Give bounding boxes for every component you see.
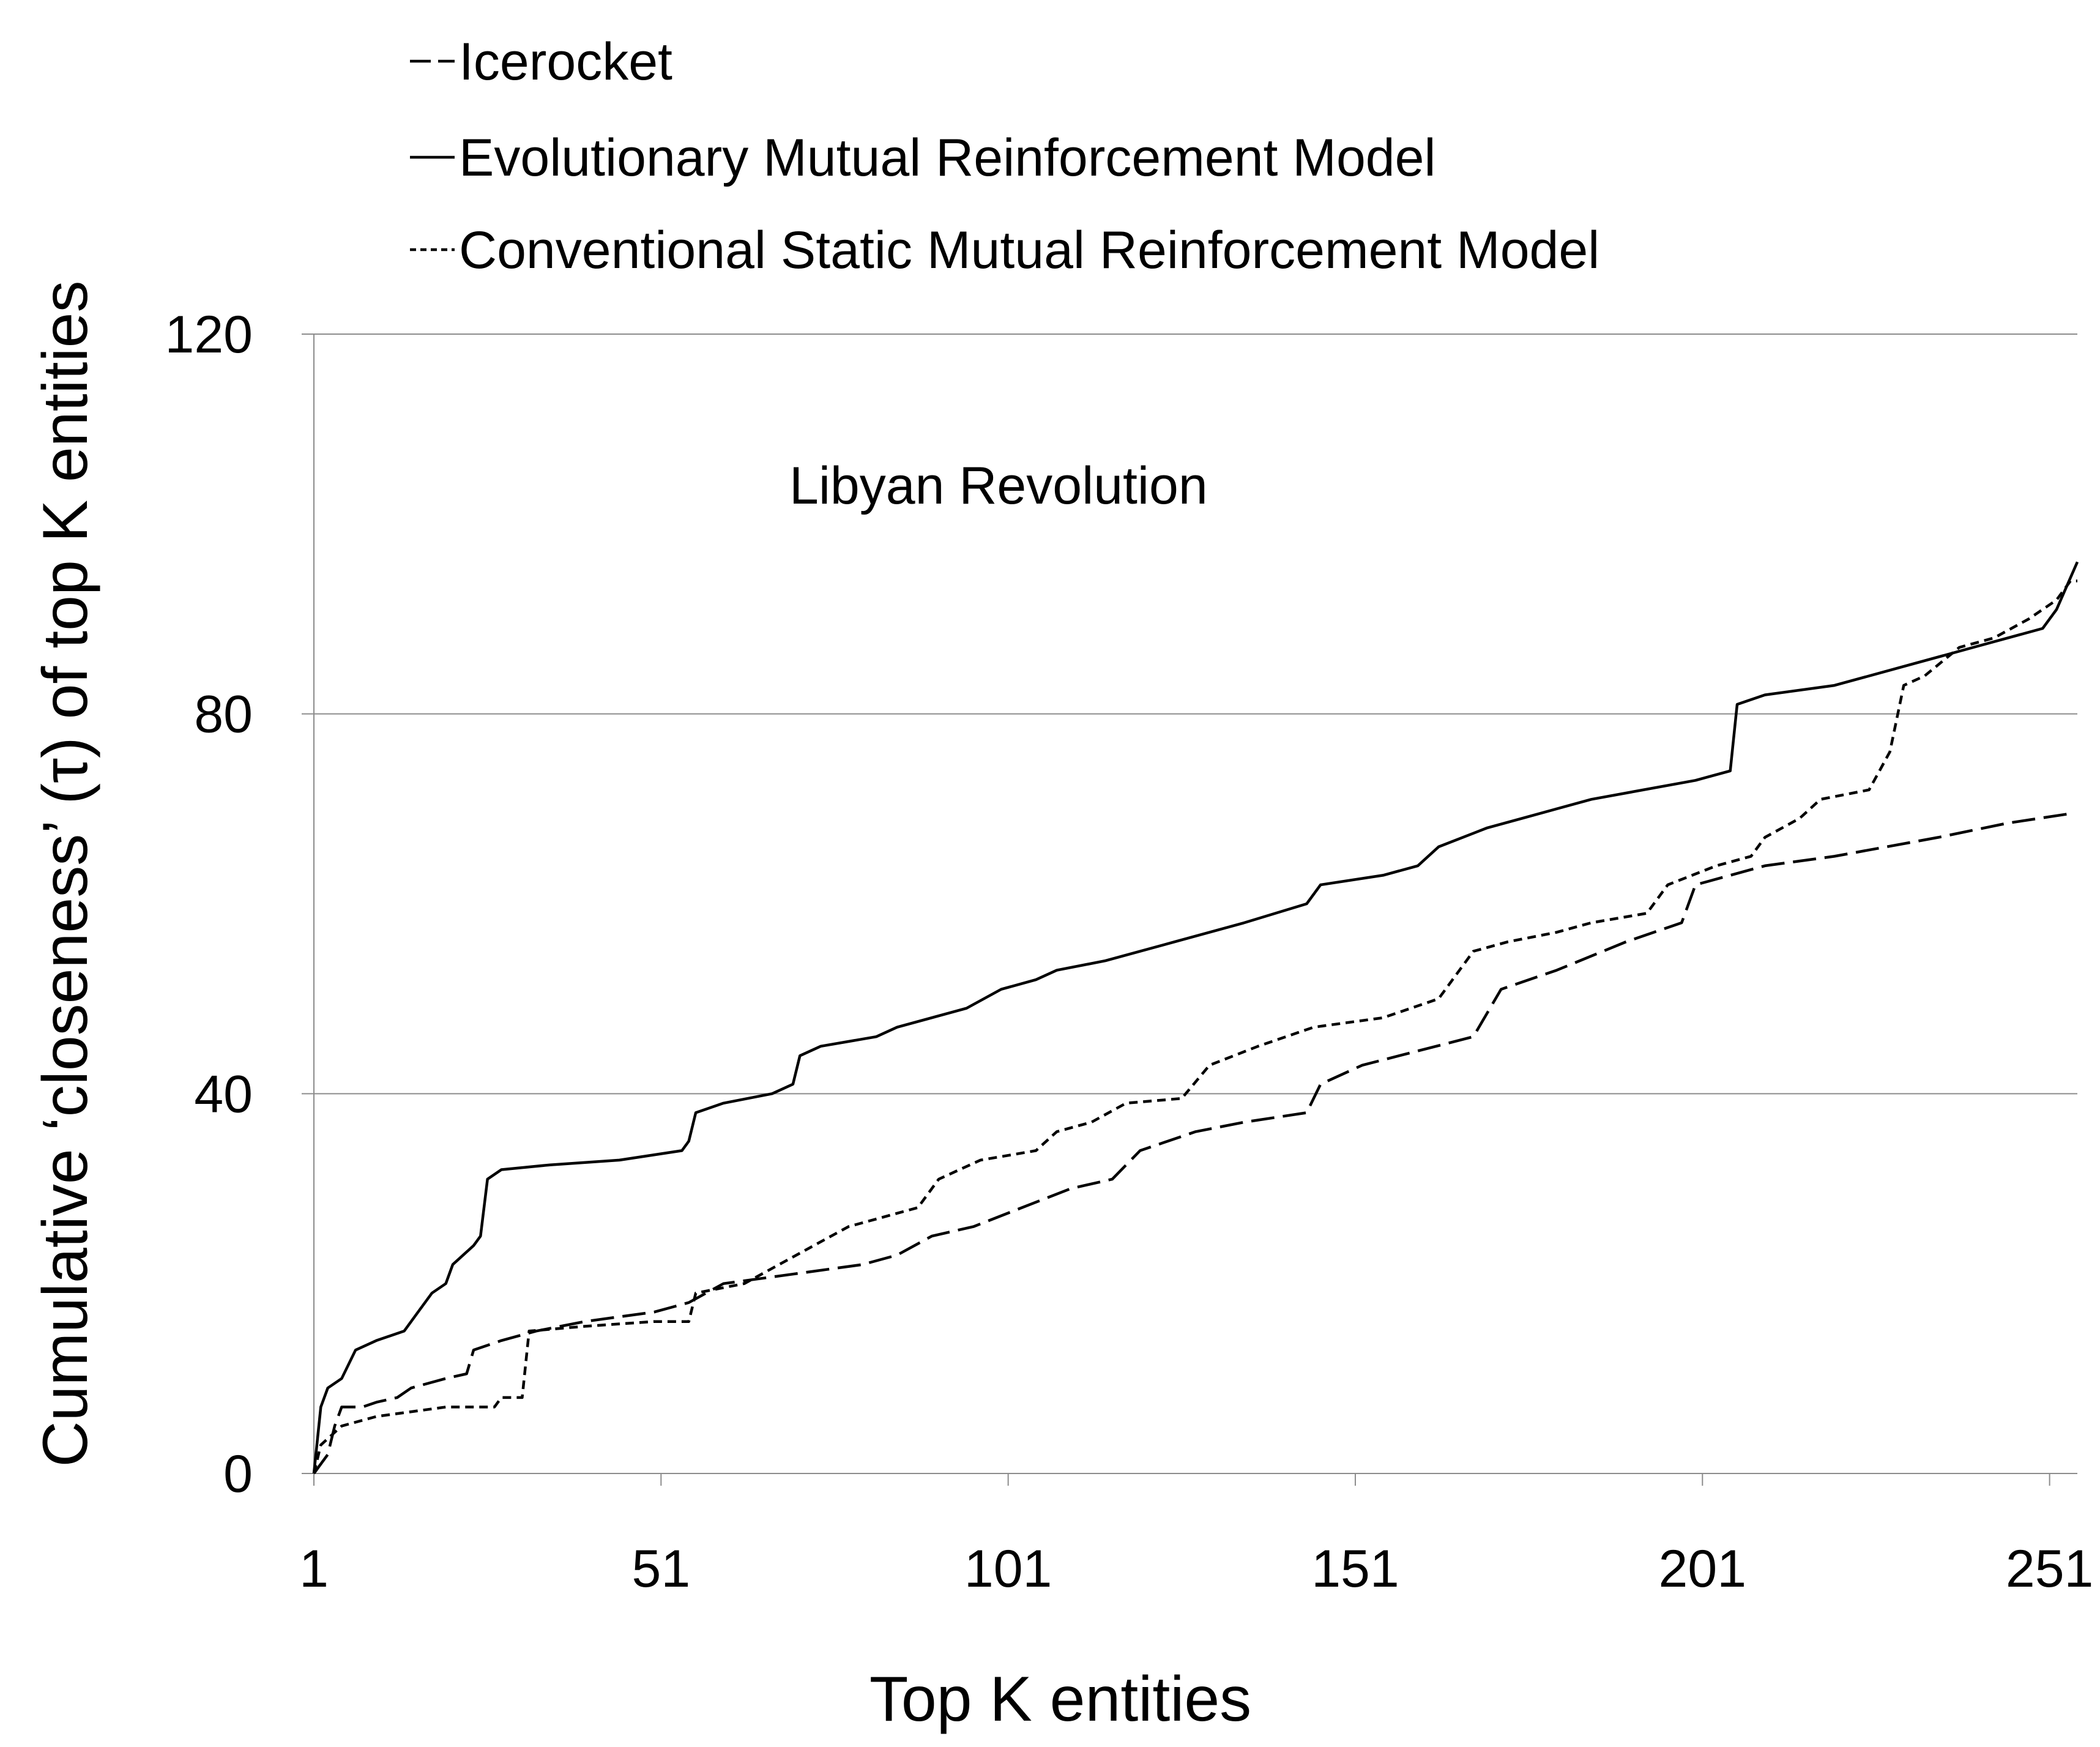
chart-annotation: Libyan Revolution [789, 456, 1208, 515]
legend: Icerocket Evolutionary Mutual Reinforceme… [410, 32, 1599, 280]
x-tick-label-201: 201 [1659, 1540, 1747, 1598]
series-line-3 [312, 579, 2077, 1474]
series-line-1 [313, 812, 2071, 1475]
legend-label-1: Icerocket [459, 32, 672, 91]
x-tick-label-151: 151 [1311, 1540, 1399, 1598]
y-tick-label-0: 0 [223, 1445, 253, 1503]
y-tick-label-120: 120 [165, 305, 253, 364]
x-tick-label-251: 251 [2006, 1540, 2094, 1598]
text-labels: Libyan Revolution Top K entities Cumulat… [30, 281, 1251, 1735]
legend-label-3: Conventional Static Mutual Reinforcement… [459, 221, 1599, 280]
legend-label-2: Evolutionary Mutual Reinforcement Model [459, 129, 1436, 187]
x-tick-label-101: 101 [964, 1540, 1052, 1598]
series-lines [312, 561, 2079, 1475]
gridlines [314, 333, 2077, 1095]
x-axis-title: Top K entities [869, 1664, 1251, 1735]
y-tick-label-40: 40 [194, 1065, 253, 1123]
series-line-2 [312, 561, 2079, 1474]
y-tick-label-80: 80 [194, 685, 253, 744]
x-tick-label-51: 51 [631, 1540, 690, 1598]
y-axis-title: Cumulative ‘closeness’ (τ) of top K enti… [30, 281, 101, 1467]
x-tick-label-1: 1 [299, 1540, 329, 1598]
